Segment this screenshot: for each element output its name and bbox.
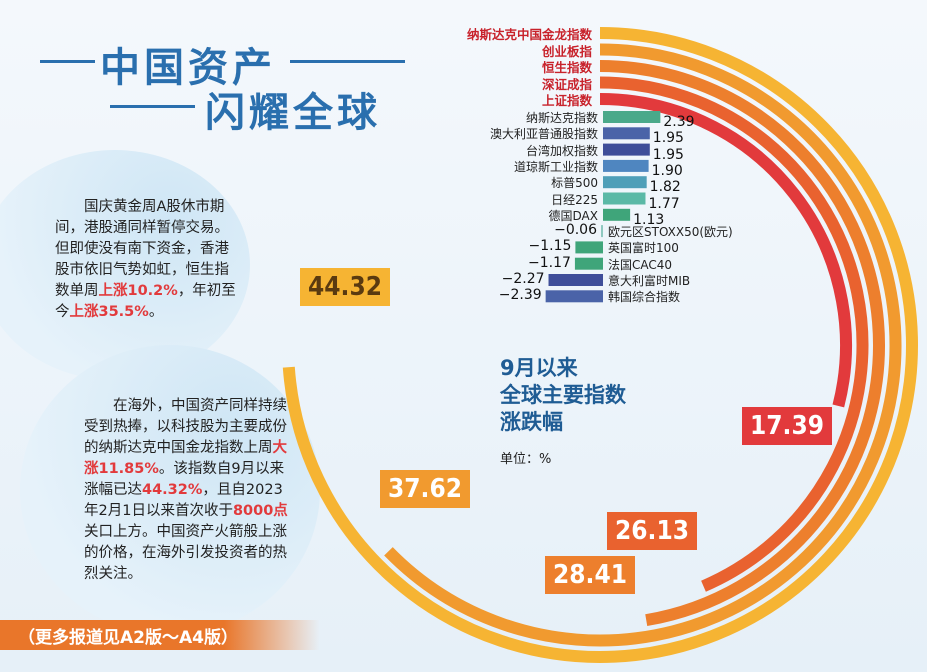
value-callout: 17.39 bbox=[742, 407, 832, 445]
bar-11 bbox=[545, 290, 603, 303]
bar-10 bbox=[548, 274, 603, 286]
chart-unit: 单位：% bbox=[500, 452, 552, 467]
highlight: 8000点 bbox=[232, 503, 288, 519]
bar-4 bbox=[603, 176, 647, 189]
bar-8 bbox=[575, 241, 603, 254]
highlight: 44.32% bbox=[142, 482, 203, 498]
value-label: 1.90 bbox=[651, 162, 683, 179]
value-label: 1.13 bbox=[633, 211, 665, 228]
text: 国庆黄金周A股休市期间，港股通同样暂停交易。但即使没有南下资金，香港股市依旧气势… bbox=[55, 199, 229, 299]
major-index-label: 恒生指数 bbox=[541, 60, 592, 75]
value-callout: 37.62 bbox=[380, 470, 470, 508]
value-callout: 44.32 bbox=[300, 268, 390, 306]
text: ，年初至今 bbox=[55, 283, 236, 320]
arc-bar-4 bbox=[599, 93, 852, 408]
bar-5 bbox=[603, 192, 646, 205]
chart-title: 9月以来 全球主要指数 涨跌幅 bbox=[500, 355, 626, 436]
arc-bar-1 bbox=[384, 43, 902, 647]
index-label: 意大利富时MIB bbox=[608, 274, 691, 288]
value-label: 1.95 bbox=[652, 130, 684, 147]
arc-bar-0 bbox=[282, 27, 918, 663]
bar-6 bbox=[603, 208, 631, 221]
bar-7 bbox=[601, 225, 603, 238]
title-rule bbox=[40, 60, 95, 63]
index-label: 法国CAC40 bbox=[608, 257, 673, 272]
chart-title-line: 9月以来 bbox=[500, 356, 578, 380]
bar-0 bbox=[603, 111, 661, 123]
major-index-label: 上证指数 bbox=[541, 93, 592, 108]
index-label: 韩国综合指数 bbox=[608, 290, 681, 305]
index-label: 澳大利亚普通股指数 bbox=[489, 127, 598, 142]
index-label: 欧元区STOXX50(欧元) bbox=[608, 225, 733, 240]
major-index-label: 创业板指 bbox=[541, 43, 592, 59]
value-callout: 28.41 bbox=[545, 556, 635, 594]
paragraph-nasdaq-golden-dragon: 在海外，中国资产同样持续受到热捧，以科技股为主要成份的纳斯达克中国金龙指数上周大… bbox=[84, 396, 294, 585]
highlight: 上涨35.5% bbox=[69, 304, 149, 320]
bar-3 bbox=[603, 159, 649, 172]
bg-circle bbox=[20, 345, 320, 635]
value-label: −0.06 bbox=[554, 222, 597, 239]
highlight: 上涨10.2% bbox=[98, 283, 178, 299]
value-label: −2.27 bbox=[501, 271, 545, 287]
index-label: 日经225 bbox=[551, 192, 598, 207]
arc-bar-2 bbox=[599, 60, 885, 627]
text: 。该指数自9月以来涨幅已达 bbox=[84, 461, 285, 498]
index-label: 台湾加权指数 bbox=[525, 143, 598, 158]
text: 在海外，中国资产同样持续受到热捧，以科技股为主要成份的纳斯达克中国金龙指数上周 bbox=[84, 398, 287, 456]
value-label: −2.39 bbox=[498, 287, 542, 304]
index-label: 纳斯达克指数 bbox=[525, 111, 598, 125]
value-label: −1.15 bbox=[528, 238, 572, 255]
bg-circle bbox=[0, 150, 250, 380]
bar-9 bbox=[574, 257, 603, 270]
text: ，且自2023年2月1日以来首次收于 bbox=[84, 482, 283, 519]
index-label: 英国富时100 bbox=[608, 241, 679, 256]
value-label: 1.77 bbox=[648, 195, 680, 212]
title-rule bbox=[110, 105, 195, 108]
bar-1 bbox=[603, 127, 650, 140]
text: 关口上方。中国资产火箭般上涨的价格，在海外引发投资者的热烈关注。 bbox=[84, 524, 287, 582]
index-label: 标普500 bbox=[551, 176, 598, 191]
text: 。 bbox=[148, 304, 164, 320]
title-line1: 中国资产 bbox=[100, 45, 276, 91]
value-label: 1.95 bbox=[652, 146, 684, 163]
title-rule bbox=[290, 60, 405, 63]
value-label: 2.39 bbox=[663, 114, 695, 130]
paragraph-hangseng: 国庆黄金周A股休市期间，港股通同样暂停交易。但即使没有南下资金，香港股市依旧气势… bbox=[55, 197, 240, 323]
chart-title-line: 全球主要指数 bbox=[500, 383, 626, 407]
value-label: −1.17 bbox=[528, 254, 571, 271]
index-label: 德国DAX bbox=[548, 208, 598, 223]
value-callout: 26.13 bbox=[607, 512, 697, 550]
major-index-label: 深证成指 bbox=[541, 76, 592, 92]
title-line2: 闪耀全球 bbox=[205, 90, 381, 136]
value-label: 1.82 bbox=[649, 179, 681, 196]
bar-2 bbox=[603, 143, 650, 156]
major-index-label: 纳斯达克中国金龙指数 bbox=[466, 27, 592, 42]
arc-bar-3 bbox=[599, 76, 869, 592]
chart-title-line: 涨跌幅 bbox=[500, 410, 563, 434]
index-label: 道琼斯工业指数 bbox=[513, 159, 598, 174]
highlight: 大涨11.85% bbox=[84, 440, 287, 477]
footer-banner: （更多报道见A2版～A4版） bbox=[0, 620, 320, 650]
